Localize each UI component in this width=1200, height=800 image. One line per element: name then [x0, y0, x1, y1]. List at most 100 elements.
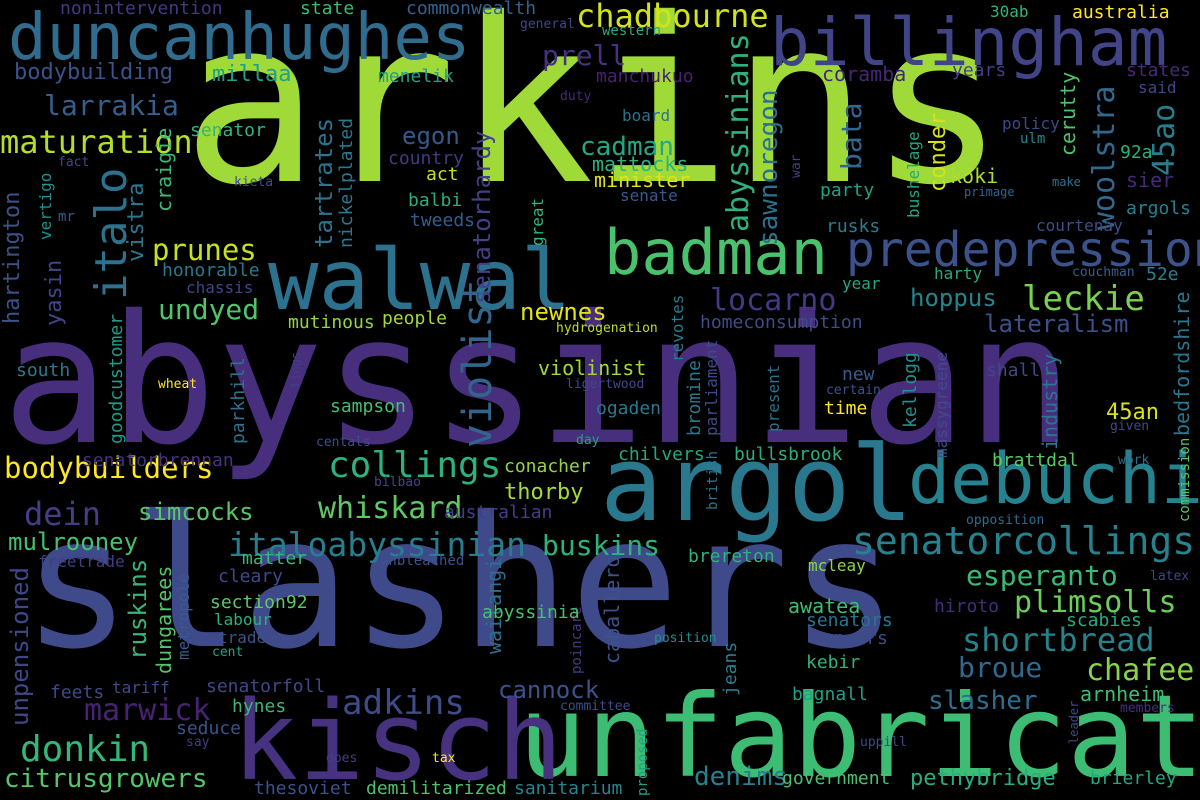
word-bedfordshire: bedfordshire [1170, 291, 1194, 437]
word-slasher: slasher [928, 686, 1038, 716]
word-wheat: wheat [158, 377, 198, 392]
word-committee: committee [560, 699, 631, 714]
word-bodybuilding: bodybuilding [14, 60, 173, 85]
word-board: board [622, 106, 671, 125]
word-bata: bata [835, 102, 868, 170]
word-ulm: ulm [1020, 131, 1046, 147]
word-menelik: menelik [378, 66, 454, 87]
word-does: does [326, 751, 358, 766]
word-veneers: veneers [812, 628, 888, 649]
word-duty: duty [560, 89, 592, 104]
word-italoabyssinian: italoabyssinian [228, 525, 527, 564]
word-dein: dein [24, 495, 102, 533]
word-maturation: maturation [0, 123, 193, 161]
word-abyssinian: abyssinian [2, 277, 1074, 484]
word-adkins: adkins [342, 683, 465, 723]
word-mattocks: mattocks [592, 152, 689, 176]
word-hoppus: hoppus [910, 284, 997, 312]
word-seduce: seduce [176, 718, 242, 739]
word-millaa: millaa [212, 62, 292, 87]
word-goodcustomer: goodcustomer [106, 313, 127, 444]
word-day: day [576, 433, 600, 448]
word-bodybuilders: bodybuilders [4, 451, 214, 485]
word-dungarees: dungarees [152, 565, 176, 674]
word-senator: senator [190, 120, 266, 141]
word-people: people [382, 308, 448, 329]
word-manchukuo: manchukuo [596, 66, 694, 87]
word-western: western [602, 23, 662, 39]
word-hartington: hartington [0, 191, 25, 324]
word-lings: lings [289, 351, 303, 388]
word-kieta: kieta [234, 175, 274, 190]
word-billingham: billingham [770, 4, 1168, 81]
word-make: make [1052, 175, 1081, 189]
word-esperanto: esperanto [966, 559, 1118, 592]
word-simcocks: simcocks [138, 498, 254, 526]
word-primage: primage [964, 185, 1015, 199]
word-commission: commission [1177, 437, 1193, 522]
word-lateralism: lateralism [984, 310, 1129, 338]
word-senatorcollings: senatorcollings [852, 519, 1196, 563]
word-parliament: parliament [702, 339, 721, 436]
word-92a: 92a [1120, 142, 1153, 163]
word-couchman: couchman [1072, 265, 1135, 280]
word-feets: feets [50, 682, 105, 703]
word-time: time [824, 398, 868, 419]
word-nonintervention: nonintervention [60, 0, 223, 19]
word-30ab: 30ab [990, 2, 1029, 21]
word-trade: trade [218, 628, 267, 647]
word-predepression: predepression [846, 222, 1200, 278]
word-australia: australia [1072, 2, 1170, 23]
word-mutinous: mutinous [288, 312, 375, 333]
word-said: said [1138, 78, 1177, 97]
word-australian: australian [444, 502, 553, 523]
word-duncanhughes: duncanhughes [8, 1, 471, 75]
word-demilitarized: demilitarized [366, 778, 507, 799]
word-cent: cent [212, 645, 244, 660]
word-pethybridge: pethybridge [910, 766, 1056, 791]
word-hynes: hynes [232, 696, 287, 717]
word-citrusgrowers: citrusgrowers [4, 764, 208, 794]
word-bromine: bromine [684, 360, 705, 436]
word-woolstra: woolstra [1087, 85, 1122, 231]
word-senators: senators [806, 610, 893, 631]
word-party: party [820, 180, 875, 201]
word-badman: badman [604, 216, 828, 289]
word-sawnoregon: sawnoregon [754, 89, 784, 246]
word-great: great [528, 197, 547, 246]
word-arnheim: arnheim [1080, 682, 1165, 706]
word-kellogg: kellogg [900, 352, 921, 428]
word-45an: 45an [1106, 400, 1159, 425]
word-government: government [782, 768, 891, 789]
word-say: say [186, 735, 210, 750]
word-locarno: locarno [710, 283, 837, 318]
word-brierley: brierley [1090, 768, 1177, 789]
word-chassis: chassis [186, 278, 254, 297]
word-labour: labour [214, 610, 272, 629]
word-brattdal: brattdal [992, 450, 1079, 471]
word-kebir: kebir [806, 652, 861, 673]
word-broue: broue [958, 651, 1043, 684]
word-rusks: rusks [826, 216, 881, 237]
word-brereton: brereton [688, 546, 775, 567]
word-harty: harty [934, 264, 983, 283]
word-country: country [388, 148, 464, 169]
word-cadman: cadman [580, 132, 674, 162]
word-tariff: tariff [112, 678, 170, 697]
word-industry: industry [1038, 353, 1062, 450]
word-buskins: buskins [542, 529, 661, 562]
word-general: general [520, 17, 575, 32]
word-work: work [1118, 453, 1150, 468]
word-bilbao: bilbao [374, 475, 421, 490]
word-hiroto: hiroto [934, 596, 1000, 617]
word-revotes: revotes [668, 294, 687, 362]
word-abyssinians: abyssinians [721, 33, 756, 232]
word-abyssinia: abyssinia [482, 602, 580, 623]
word-states: states [1126, 60, 1192, 81]
word-craigie: craigie [152, 127, 176, 212]
word-conder: conder [926, 112, 951, 192]
word-prell: prell [542, 39, 627, 72]
word-balbi: balbi [408, 190, 463, 211]
word-commonwealth: commonwealth [406, 0, 537, 19]
word-members: members [1120, 701, 1175, 716]
